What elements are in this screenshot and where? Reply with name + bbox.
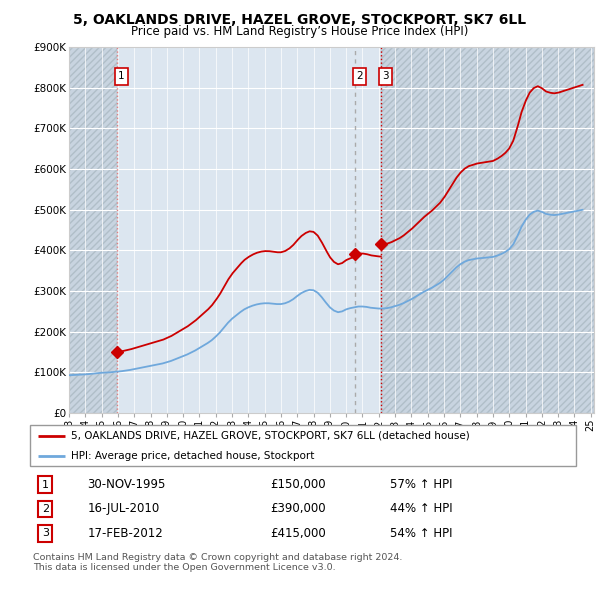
Text: £415,000: £415,000	[270, 527, 326, 540]
Text: £390,000: £390,000	[270, 502, 326, 516]
Text: 16-JUL-2010: 16-JUL-2010	[88, 502, 160, 516]
Text: 3: 3	[382, 71, 389, 81]
Text: 44% ↑ HPI: 44% ↑ HPI	[391, 502, 453, 516]
Text: 2: 2	[356, 71, 363, 81]
Text: HPI: Average price, detached house, Stockport: HPI: Average price, detached house, Stoc…	[71, 451, 314, 461]
Text: 54% ↑ HPI: 54% ↑ HPI	[391, 527, 453, 540]
Text: 1: 1	[118, 71, 125, 81]
Bar	[69, 47, 116, 413]
Text: 57% ↑ HPI: 57% ↑ HPI	[391, 478, 453, 491]
Text: 2: 2	[42, 504, 49, 514]
Text: Price paid vs. HM Land Registry’s House Price Index (HPI): Price paid vs. HM Land Registry’s House …	[131, 25, 469, 38]
Text: 1: 1	[42, 480, 49, 490]
Text: Contains HM Land Registry data © Crown copyright and database right 2024.
This d: Contains HM Land Registry data © Crown c…	[33, 553, 403, 572]
Text: 30-NOV-1995: 30-NOV-1995	[88, 478, 166, 491]
Text: 5, OAKLANDS DRIVE, HAZEL GROVE, STOCKPORT, SK7 6LL: 5, OAKLANDS DRIVE, HAZEL GROVE, STOCKPOR…	[73, 13, 527, 27]
Text: 17-FEB-2012: 17-FEB-2012	[88, 527, 163, 540]
Text: 3: 3	[42, 528, 49, 538]
Text: 5, OAKLANDS DRIVE, HAZEL GROVE, STOCKPORT, SK7 6LL (detached house): 5, OAKLANDS DRIVE, HAZEL GROVE, STOCKPOR…	[71, 431, 470, 441]
Text: £150,000: £150,000	[270, 478, 326, 491]
Bar	[381, 47, 594, 413]
